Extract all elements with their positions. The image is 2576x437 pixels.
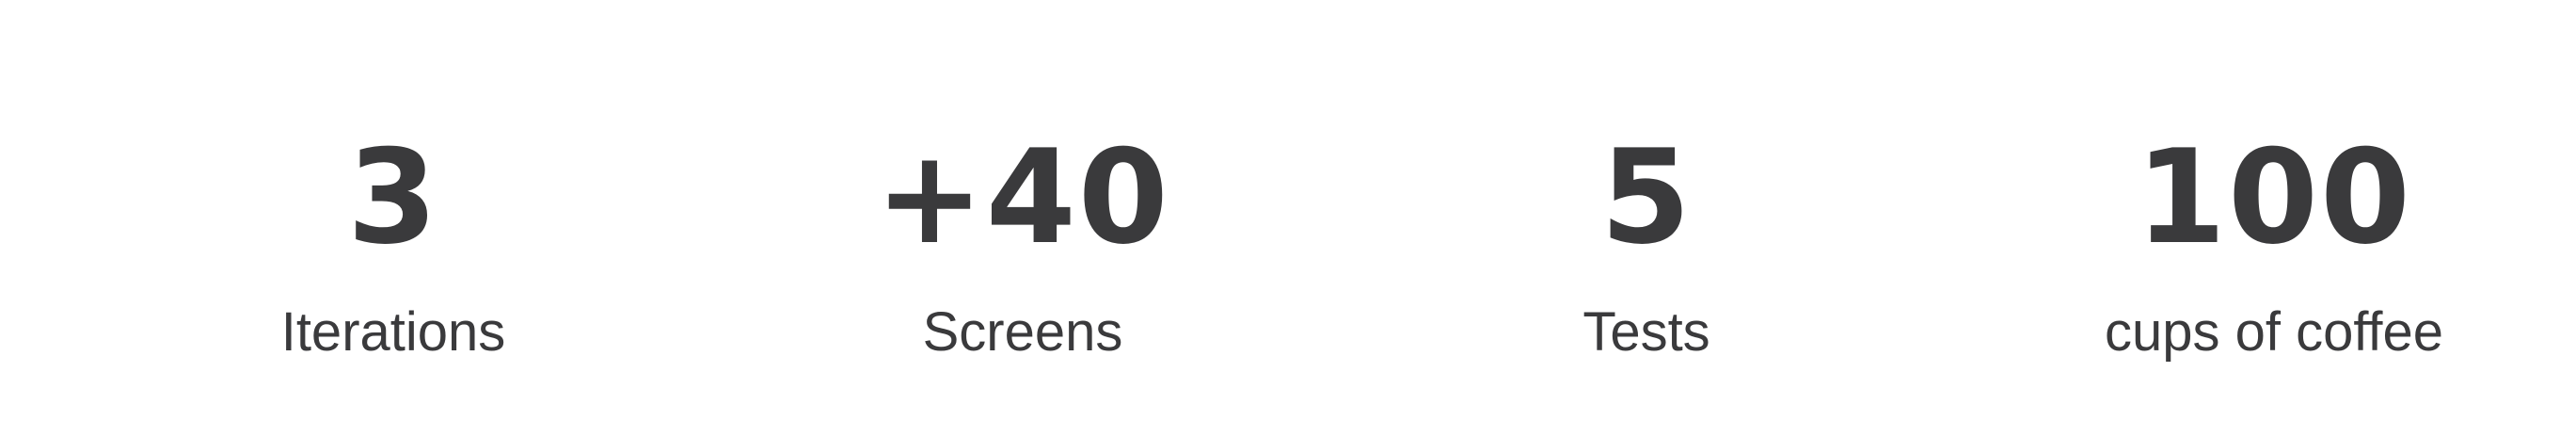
stat-iterations: 3 Iterations	[158, 0, 628, 437]
stat-tests: 5 Tests	[1411, 0, 1882, 437]
stat-label: Iterations	[280, 301, 506, 363]
stat-label: Screens	[922, 301, 1123, 363]
stat-label: cups of coffee	[2104, 301, 2444, 363]
stat-screens: +40 Screens	[787, 0, 1258, 437]
stat-label: Tests	[1582, 301, 1710, 363]
stat-value: 3	[346, 121, 440, 273]
stat-value: +40	[875, 121, 1170, 273]
stat-value: 100	[2135, 121, 2413, 273]
stat-value: 5	[1599, 121, 1693, 273]
stat-cups-of-coffee: 100 cups of coffee	[2039, 0, 2509, 437]
